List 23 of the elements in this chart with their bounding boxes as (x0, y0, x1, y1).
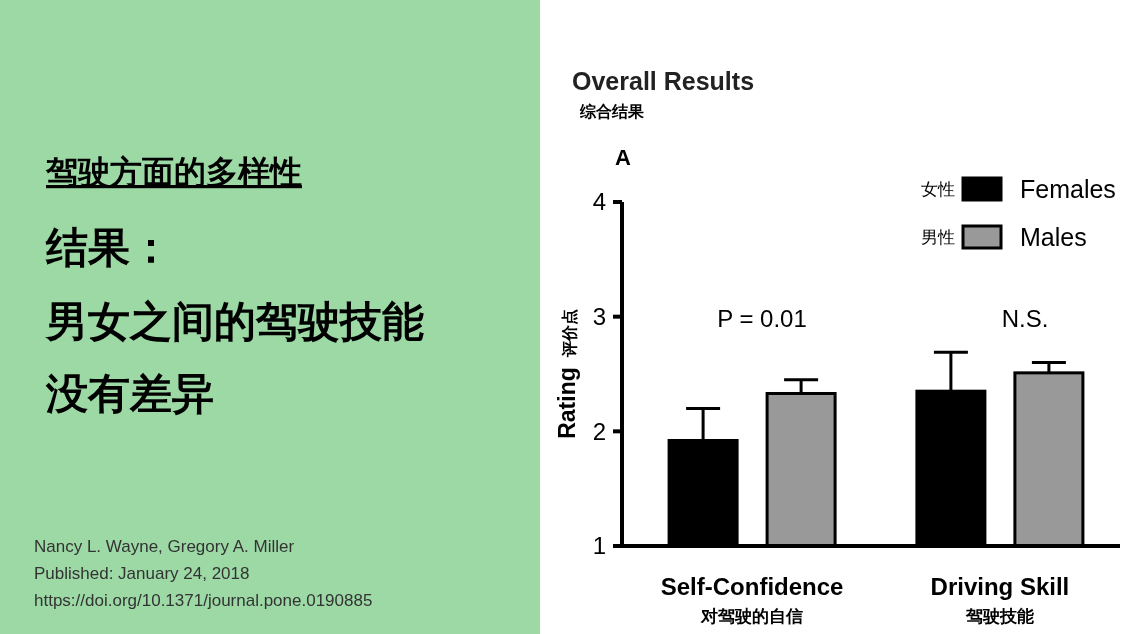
y-axis-title: Rating 评价点 (554, 309, 580, 439)
annotation: 男性 (921, 228, 955, 247)
legend-label: Females (1020, 174, 1116, 203)
text: 女性 (921, 180, 955, 199)
text: 男女之间的驾驶技能 (44, 298, 424, 345)
legend-label: Males (1020, 222, 1087, 251)
chart-title: Overall Results (572, 67, 755, 95)
y-tick-label: 1 (592, 532, 606, 560)
text: A (615, 145, 631, 170)
annotation: N.S. (1001, 305, 1049, 332)
x-tick-label: Self-Confidence 对驾驶的自信 (660, 573, 844, 626)
text: 没有差异 (45, 370, 214, 417)
text: Nancy L. Wayne, Gregory A. Miller (34, 537, 295, 556)
chart-subtitle: 综合结果 (579, 103, 645, 120)
text: https://doi.org/10.1371/journal.pone.0190885 (34, 591, 373, 610)
y-tick-label: 2 (592, 417, 606, 445)
text: Published: January 24, 2018 (34, 564, 250, 583)
y-tick-label: 3 (592, 303, 606, 331)
text: 结果： (45, 224, 172, 271)
y-tick-label: 4 (592, 188, 606, 216)
annotation: P = 0.01 (717, 305, 807, 332)
text: 驾驶方面的多样性 (45, 154, 302, 190)
x-tick-label: Driving Skill 驾驶技能 (930, 573, 1070, 626)
